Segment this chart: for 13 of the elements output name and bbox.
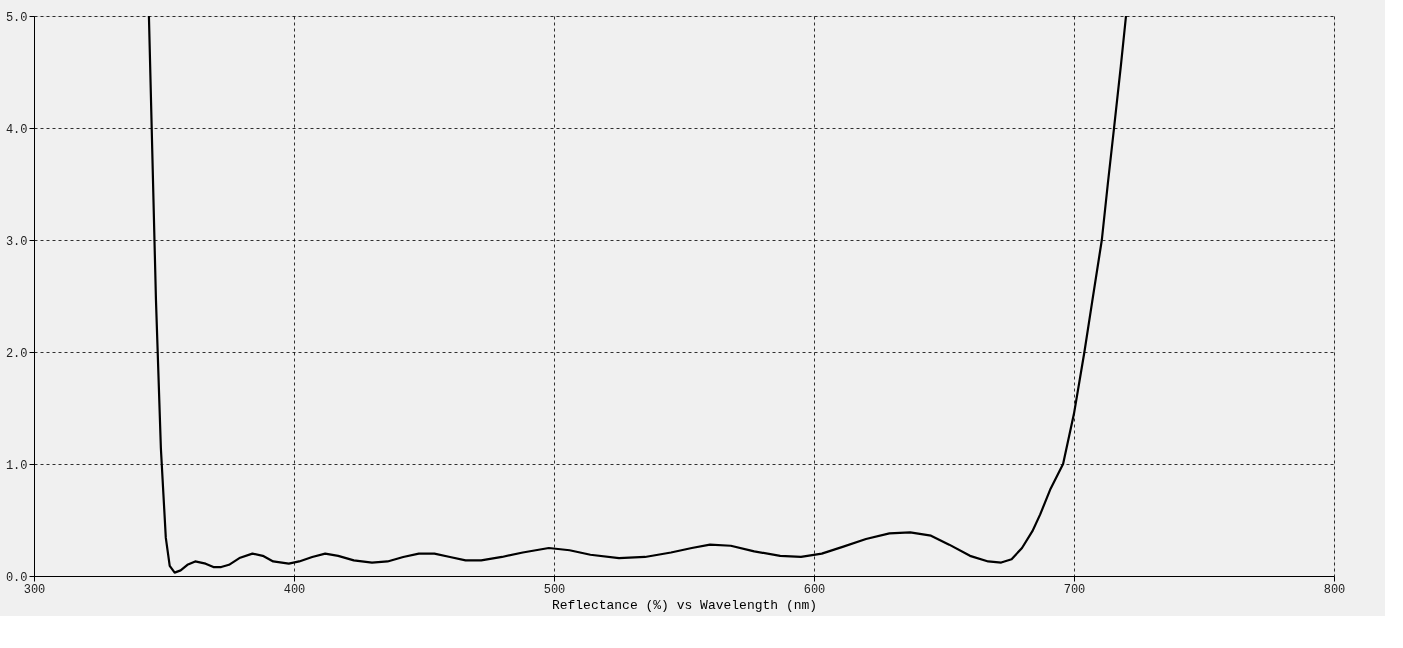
y-tick-label: 3.0 [5, 234, 28, 249]
x-axis-title: Reflectance (%) vs Wavelength (nm) [551, 597, 818, 613]
x-tick-label: 600 [803, 582, 826, 597]
x-tick-label: 300 [23, 582, 46, 597]
y-tick-label: 5.0 [5, 10, 28, 25]
x-tick-label: 800 [1323, 582, 1346, 597]
x-tick-label: 500 [543, 582, 566, 597]
x-tick-label: 700 [1063, 582, 1086, 597]
y-tick-label: 4.0 [5, 122, 28, 137]
x-tick-label: 400 [283, 582, 306, 597]
y-tick-label: 1.0 [5, 458, 28, 473]
y-tick-label: 0.0 [5, 570, 28, 585]
y-tick-label: 2.0 [5, 346, 28, 361]
